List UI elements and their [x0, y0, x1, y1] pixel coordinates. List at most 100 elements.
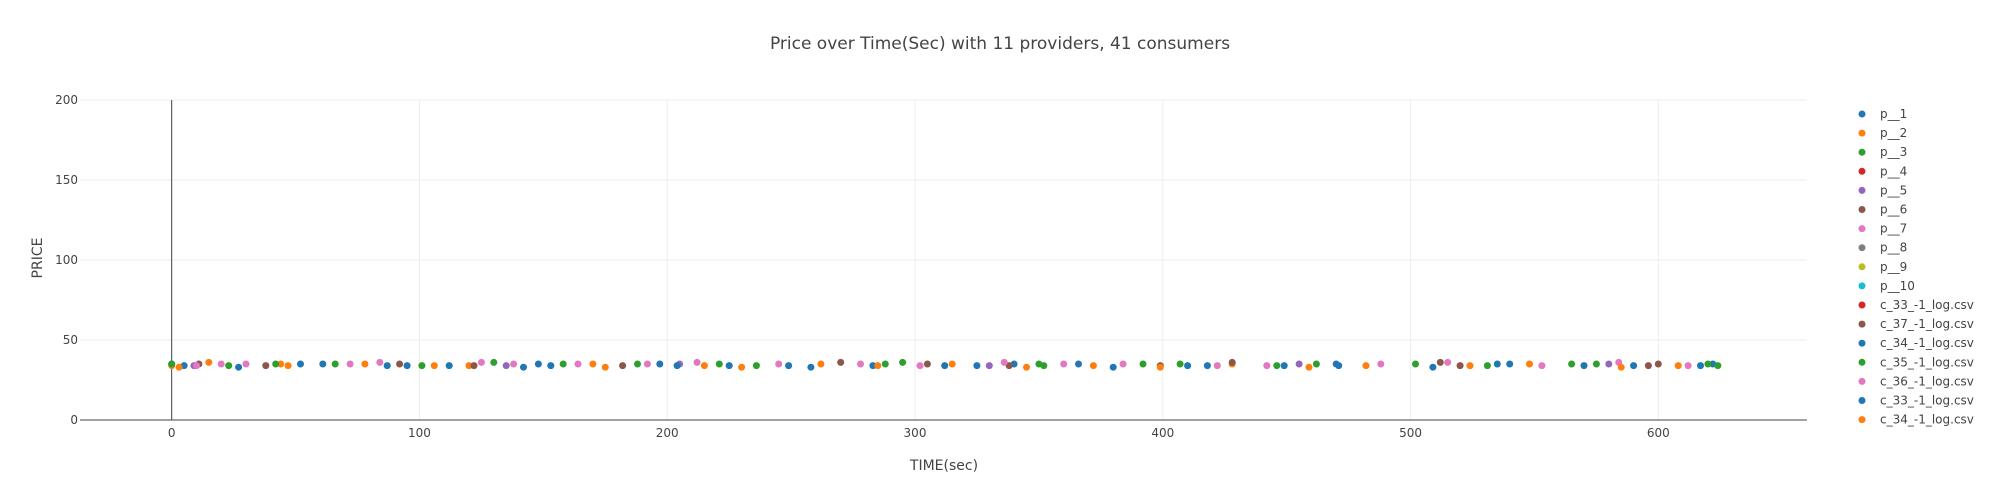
- data-point: [490, 358, 498, 366]
- data-point: [470, 362, 478, 370]
- data-point: [601, 363, 609, 371]
- legend-item[interactable]: p__10: [1858, 279, 1915, 293]
- legend-marker: [1858, 244, 1866, 252]
- data-point: [331, 360, 339, 368]
- data-point: [941, 362, 949, 370]
- legend-item[interactable]: p__5: [1858, 183, 1908, 197]
- data-point: [1429, 363, 1437, 371]
- data-point: [1538, 362, 1546, 370]
- data-point: [277, 360, 285, 368]
- data-point: [1412, 360, 1419, 368]
- legend-item[interactable]: p__8: [1858, 241, 1908, 255]
- legend-marker: [1858, 282, 1866, 290]
- data-point: [502, 362, 510, 370]
- legend-label: p__2: [1880, 126, 1907, 140]
- data-point: [284, 362, 292, 370]
- legend-marker: [1858, 416, 1866, 424]
- grid-lines: [80, 99, 1807, 421]
- data-point: [418, 362, 426, 370]
- legend-item[interactable]: p__7: [1858, 222, 1908, 236]
- data-point: [235, 363, 243, 371]
- legend-item[interactable]: c_36_-1_log.csv: [1858, 374, 1974, 388]
- data-point: [574, 360, 582, 368]
- data-point: [1704, 360, 1712, 368]
- data-point: [1176, 360, 1184, 368]
- data-point: [534, 360, 542, 368]
- data-points: [168, 358, 1722, 371]
- legend-item[interactable]: c_37_-1_log.csv: [1858, 317, 1974, 331]
- legend-item[interactable]: p__2: [1858, 126, 1908, 140]
- data-point: [1335, 362, 1343, 370]
- data-point: [1089, 362, 1097, 370]
- x-tick-label: 400: [1151, 426, 1174, 440]
- data-point: [319, 360, 327, 368]
- data-point: [857, 360, 864, 368]
- data-point: [465, 362, 473, 370]
- x-tick-label: 200: [656, 426, 679, 440]
- legend-marker: [1858, 397, 1866, 404]
- legend-item[interactable]: c_34_-1_log.csv: [1858, 413, 1974, 427]
- legend-label: p__9: [1880, 260, 1907, 274]
- data-point: [1714, 362, 1722, 370]
- legend-item[interactable]: c_35_-1_log.csv: [1858, 355, 1974, 369]
- data-point: [1023, 363, 1030, 371]
- legend[interactable]: p__1 p__2 p__3 p__4 p__5 p__6 p__7 p__8 p__9 p__1…: [1858, 107, 1974, 427]
- legend-item[interactable]: p__9: [1858, 260, 1908, 274]
- legend-marker: [1858, 339, 1866, 347]
- data-point: [217, 360, 225, 368]
- data-point: [477, 358, 485, 366]
- y-tick-label: 200: [55, 93, 78, 107]
- legend-item[interactable]: p__3: [1858, 145, 1908, 159]
- legend-item[interactable]: c_34_-1_log.csv: [1858, 336, 1974, 350]
- data-point: [1580, 362, 1588, 370]
- data-point: [1213, 362, 1221, 370]
- data-point: [881, 360, 889, 368]
- data-point: [817, 360, 825, 368]
- data-point: [1139, 360, 1147, 368]
- data-point: [837, 358, 845, 366]
- legend-item[interactable]: p__6: [1858, 203, 1908, 217]
- legend-marker: [1858, 320, 1866, 328]
- data-point: [225, 362, 233, 370]
- data-point: [175, 363, 183, 371]
- legend-marker: [1858, 263, 1866, 271]
- legend-item[interactable]: p__1: [1858, 107, 1908, 121]
- x-tick-label: 0: [168, 426, 176, 440]
- data-point: [1506, 360, 1514, 368]
- data-point: [1436, 358, 1444, 366]
- legend-item[interactable]: c_33_-1_log.csv: [1858, 298, 1974, 312]
- data-point: [923, 360, 931, 368]
- legend-item[interactable]: c_33_-1_log.csv: [1858, 394, 1974, 408]
- legend-item[interactable]: p__4: [1858, 164, 1908, 178]
- legend-label: c_35_-1_log.csv: [1880, 355, 1974, 369]
- x-tick-label: 500: [1399, 426, 1422, 440]
- legend-marker: [1858, 186, 1866, 194]
- data-point: [634, 360, 641, 368]
- legend-label: p__5: [1880, 183, 1907, 197]
- data-point: [1312, 360, 1320, 368]
- data-point: [1119, 360, 1127, 368]
- data-point: [272, 360, 280, 368]
- data-point: [874, 362, 882, 370]
- data-point: [1156, 363, 1164, 371]
- data-point: [973, 362, 981, 370]
- data-point: [403, 362, 411, 370]
- legend-label: c_37_-1_log.csv: [1880, 317, 1974, 331]
- data-point: [1684, 362, 1692, 370]
- data-point: [445, 362, 453, 370]
- data-point: [1456, 362, 1464, 370]
- data-point: [559, 360, 567, 368]
- legend-marker: [1858, 206, 1866, 213]
- data-point: [396, 360, 404, 368]
- legend-label: c_34_-1_log.csv: [1880, 336, 1974, 350]
- data-point: [193, 362, 200, 370]
- data-point: [1483, 362, 1491, 370]
- data-point: [1605, 360, 1613, 368]
- data-point: [520, 363, 527, 371]
- data-point: [1295, 360, 1303, 368]
- data-point: [346, 360, 354, 368]
- axes: 0 100 200 300 400 500 600 0 50 100 150 200: [55, 93, 1807, 440]
- legend-label: c_33_-1_log.csv: [1880, 298, 1974, 312]
- x-axis-title: TIME(sec): [909, 458, 978, 474]
- legend-marker: [1858, 301, 1866, 309]
